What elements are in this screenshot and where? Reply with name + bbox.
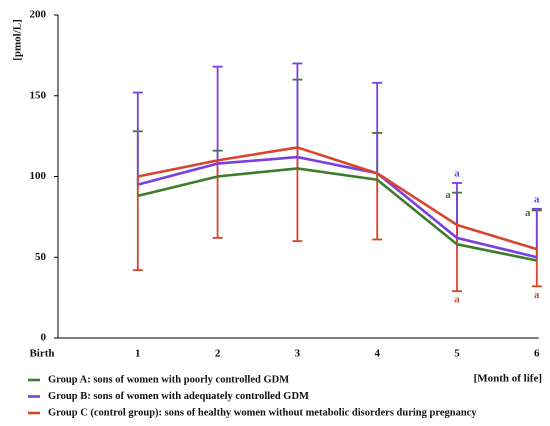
x-axis-label: [Month of life]: [474, 373, 542, 385]
x-tick-label: 5: [454, 348, 460, 360]
y-tick-label: 50: [35, 251, 47, 263]
annotation: a: [454, 167, 460, 179]
x-tick-label: 2: [215, 348, 221, 360]
annotation: a: [525, 207, 531, 219]
x-tick-label: 1: [135, 348, 141, 360]
annotation: a: [445, 189, 451, 201]
annotation: a: [534, 193, 540, 205]
y-tick-label: 0: [41, 332, 47, 344]
legend-label: Group A: sons of women with poorly contr…: [48, 374, 289, 385]
series-line: [137, 155, 538, 259]
y-tick-label: 200: [30, 9, 47, 21]
annotation: a: [454, 294, 460, 306]
x-tick-label: 3: [295, 348, 301, 360]
legend-label: Group B: sons of women with adequately c…: [48, 391, 309, 402]
series-line: [137, 146, 538, 251]
series-line: [137, 167, 538, 262]
y-tick-label: 100: [30, 170, 47, 182]
legend-label: Group C (control group): sons of healthy…: [48, 407, 477, 418]
x-tick-label: 4: [374, 348, 380, 360]
annotation: a: [534, 289, 540, 301]
x-tick-label: Birth: [29, 348, 54, 360]
y-tick-label: 150: [30, 89, 47, 101]
x-tick-label: 6: [534, 348, 540, 360]
y-axis-label: [pmol/L]: [12, 19, 24, 61]
